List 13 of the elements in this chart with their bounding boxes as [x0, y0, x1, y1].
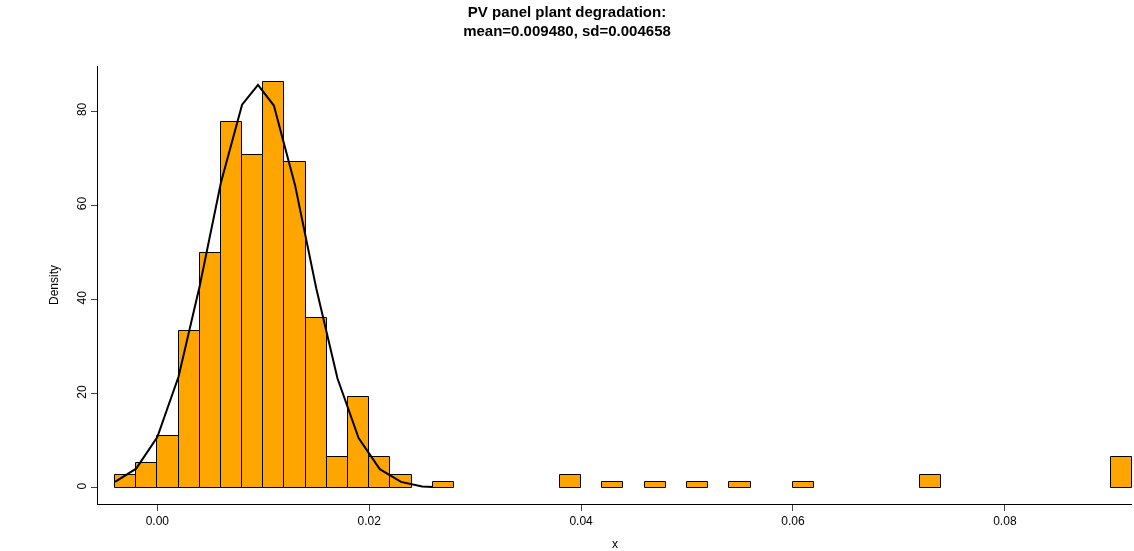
- x-tick-label: 0.04: [569, 514, 594, 529]
- y-tick-label: 40: [75, 290, 90, 305]
- y-tick-label: 60: [75, 196, 90, 211]
- x-tick-label: 0.06: [781, 514, 805, 529]
- y-axis-title: Density: [46, 264, 61, 306]
- y-tick-label: 0: [75, 482, 90, 490]
- x-axis-title: x: [612, 537, 618, 551]
- x-tick-label: 0.02: [357, 514, 382, 529]
- y-tick-label: 20: [75, 385, 90, 399]
- x-tick-label: 0.00: [145, 514, 170, 529]
- x-tick-label: 0.08: [993, 514, 1017, 529]
- chart-title: PV panel plant degradation: mean=0.009480, sd=0.004658: [463, 2, 671, 40]
- y-tick-label: 80: [75, 102, 90, 117]
